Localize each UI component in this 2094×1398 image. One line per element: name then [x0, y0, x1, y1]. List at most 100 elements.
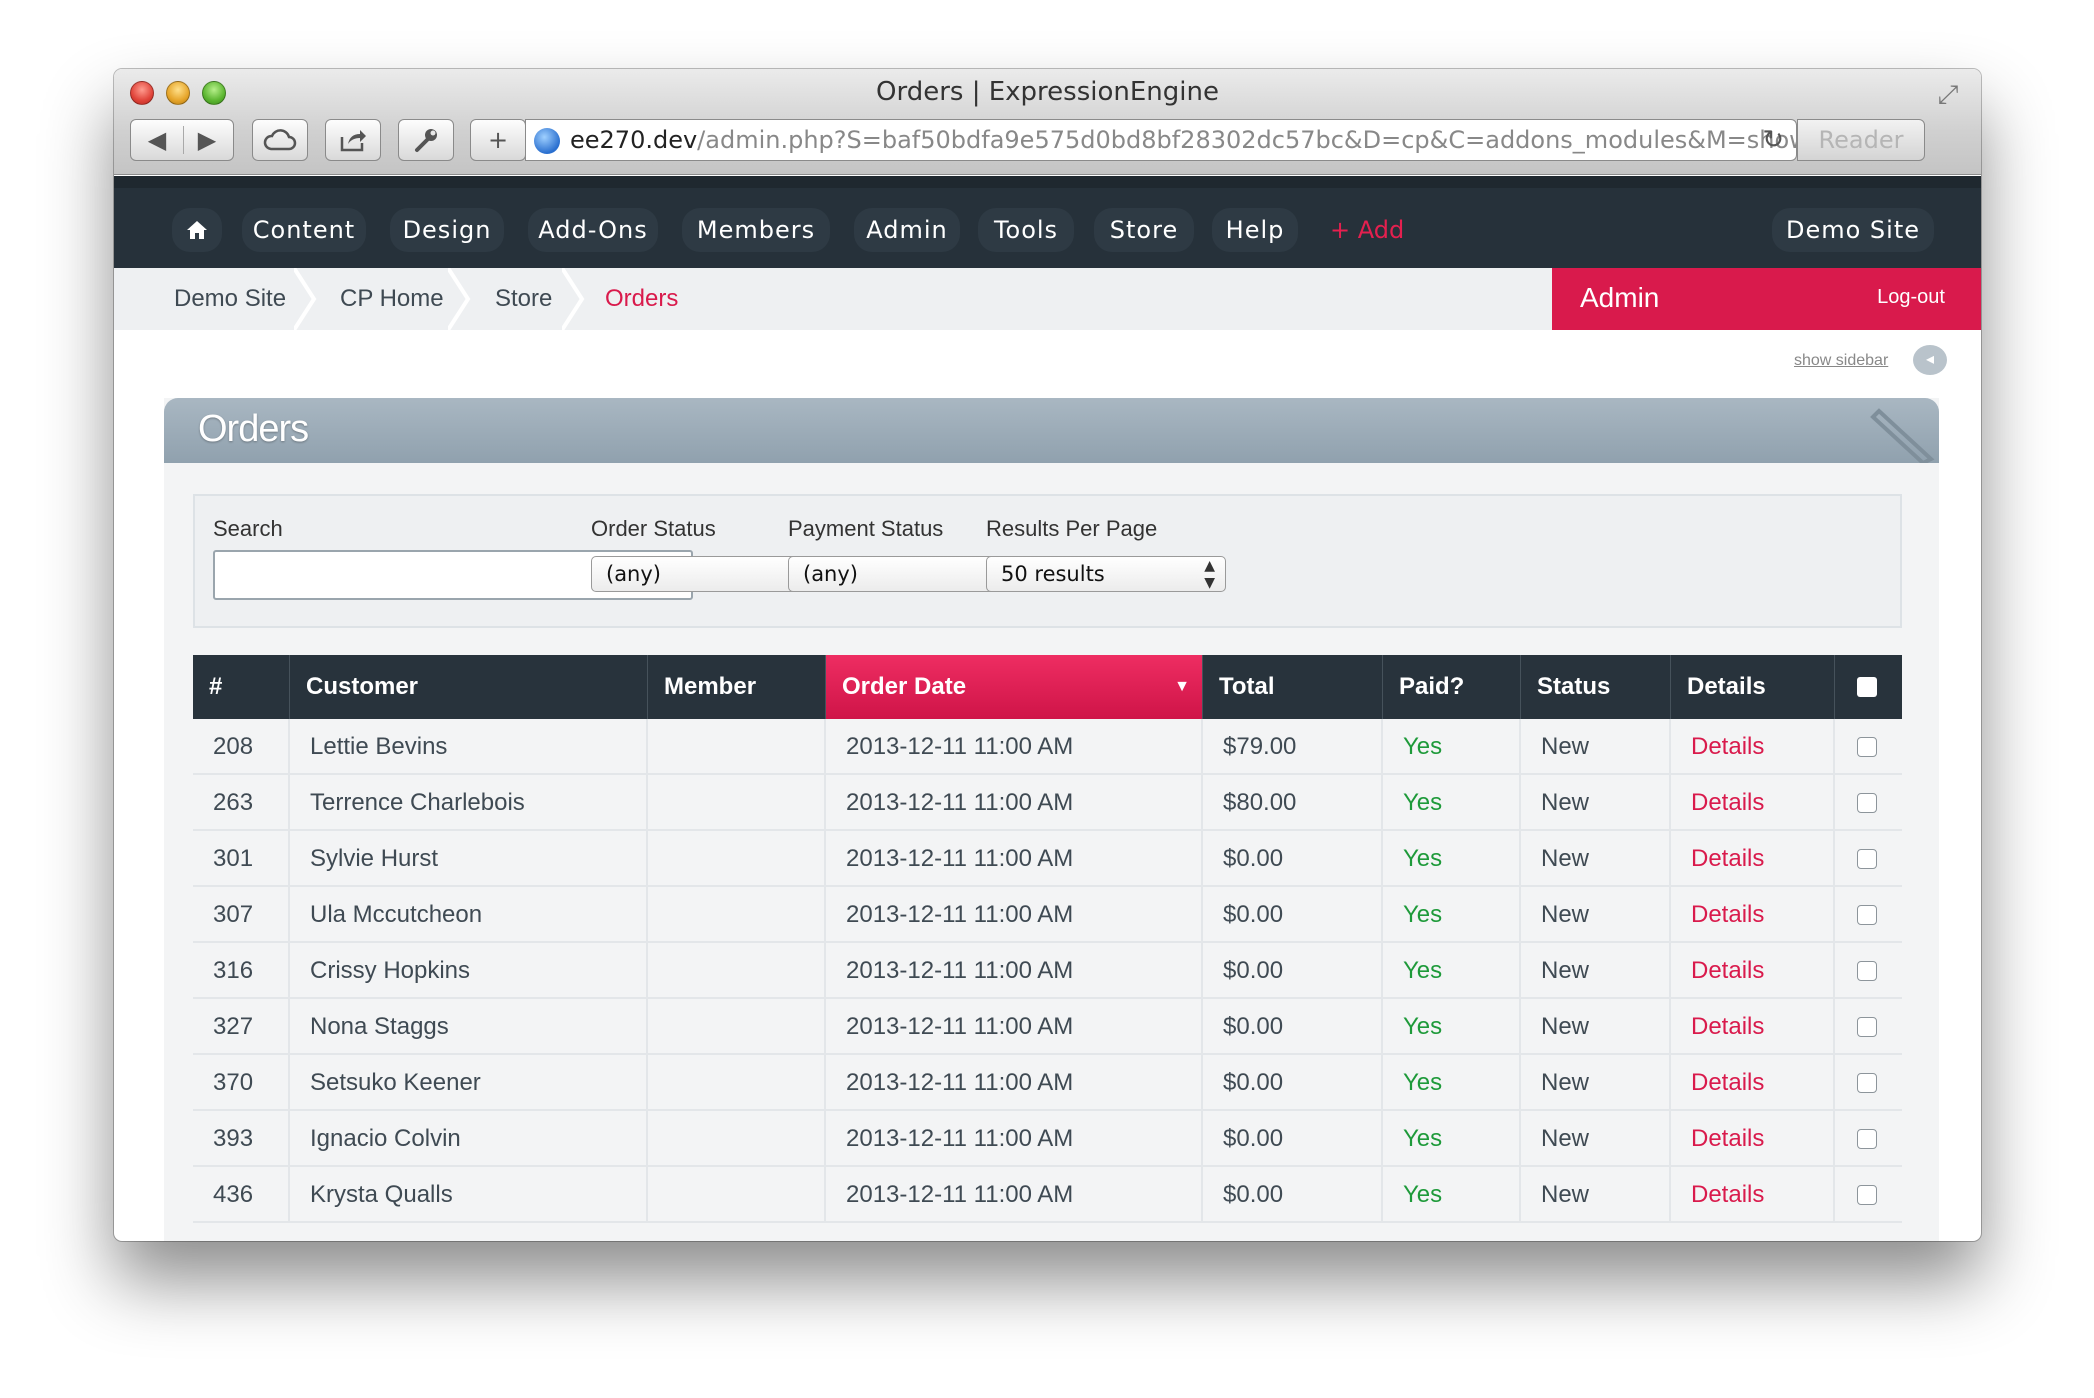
forward-icon[interactable]: ▶ — [197, 126, 217, 154]
details-link[interactable]: Details — [1671, 887, 1835, 943]
breadcrumb-demo-site[interactable]: Demo Site — [174, 285, 287, 312]
cell-member — [648, 1167, 826, 1223]
nav-content[interactable]: Content — [242, 208, 366, 252]
cell-customer: Terrence Charlebois — [290, 775, 648, 831]
row-checkbox[interactable] — [1857, 905, 1877, 925]
table-row: 307 Ula Mccutcheon 2013-12-11 11:00 AM $0.0… — [193, 887, 1902, 943]
cell-id: 393 — [193, 1111, 290, 1167]
cell-paid: Yes — [1383, 943, 1521, 999]
row-checkbox[interactable] — [1857, 1073, 1877, 1093]
details-link[interactable]: Details — [1671, 719, 1835, 775]
results-per-page-value: 50 results — [1001, 562, 1105, 586]
reload-icon[interactable]: ↻ — [1762, 125, 1784, 155]
cell-order-date: 2013-12-11 11:00 AM — [826, 1111, 1203, 1167]
nav-help[interactable]: Help — [1212, 208, 1298, 252]
table-row: 393 Ignacio Colvin 2013-12-11 11:00 AM $0.0… — [193, 1111, 1902, 1167]
details-link[interactable]: Details — [1671, 775, 1835, 831]
row-checkbox[interactable] — [1857, 1129, 1877, 1149]
details-link[interactable]: Details — [1671, 1055, 1835, 1111]
share-button[interactable] — [325, 119, 381, 161]
row-checkbox[interactable] — [1857, 1185, 1877, 1205]
details-link[interactable]: Details — [1671, 1111, 1835, 1167]
details-link[interactable]: Details — [1671, 943, 1835, 999]
breadcrumb-cp-home[interactable]: CP Home — [340, 285, 444, 312]
nav-addons[interactable]: Add-Ons — [528, 208, 658, 252]
cell-total: $0.00 — [1203, 1055, 1383, 1111]
details-link[interactable]: Details — [1671, 999, 1835, 1055]
logout-link[interactable]: Log-out — [1877, 286, 1945, 308]
cell-customer: Setsuko Keener — [290, 1055, 648, 1111]
settings-button[interactable] — [398, 119, 454, 161]
row-checkbox[interactable] — [1857, 1017, 1877, 1037]
sidebar-toggle-icon[interactable]: ◂ — [1913, 345, 1947, 375]
cell-total: $80.00 — [1203, 775, 1383, 831]
results-per-page-select[interactable]: 50 results ▲ ▼ — [986, 556, 1226, 592]
cell-customer: Lettie Bevins — [290, 719, 648, 775]
column-header-customer[interactable]: Customer — [290, 655, 648, 719]
icloud-tabs-button[interactable] — [252, 119, 308, 161]
column-header-paid[interactable]: Paid? — [1383, 655, 1521, 719]
cell-status: New — [1521, 1111, 1671, 1167]
select-arrows-icon: ▲▼ — [1204, 558, 1215, 591]
nav-home[interactable] — [172, 208, 222, 252]
minimize-window-button[interactable] — [166, 81, 190, 105]
wrench-icon — [415, 129, 437, 152]
row-checkbox[interactable] — [1857, 961, 1877, 981]
cell-id: 436 — [193, 1167, 290, 1223]
nav-site-switcher[interactable]: Demo Site — [1772, 208, 1934, 252]
cell-status: New — [1521, 831, 1671, 887]
order-status-value: (any) — [606, 562, 661, 586]
column-header-id[interactable]: # — [193, 655, 290, 719]
cell-status: New — [1521, 719, 1671, 775]
nav-store[interactable]: Store — [1094, 208, 1194, 252]
zoom-window-button[interactable] — [202, 81, 226, 105]
cell-status: New — [1521, 999, 1671, 1055]
details-link[interactable]: Details — [1671, 1167, 1835, 1223]
nav-members[interactable]: Members — [682, 208, 830, 252]
cell-id: 263 — [193, 775, 290, 831]
window-title: Orders | ExpressionEngine — [876, 77, 1219, 107]
nav-add-button[interactable]: + Add — [1330, 216, 1405, 244]
show-sidebar-link[interactable]: show sidebar — [1794, 352, 1889, 369]
nav-admin[interactable]: Admin — [854, 208, 960, 252]
reader-button[interactable]: Reader — [1797, 119, 1925, 161]
cell-id: 316 — [193, 943, 290, 999]
cloud-icon — [263, 129, 297, 151]
cell-status: New — [1521, 1167, 1671, 1223]
nav-tools[interactable]: Tools — [978, 208, 1074, 252]
close-window-button[interactable] — [130, 81, 154, 105]
user-name[interactable]: Admin — [1580, 282, 1660, 313]
row-checkbox[interactable] — [1857, 793, 1877, 813]
orders-panel: Orders Search Order Status (any) ▲▼ Paym… — [164, 398, 1939, 1241]
select-all-checkbox[interactable] — [1857, 677, 1877, 697]
row-checkbox[interactable] — [1857, 737, 1877, 757]
fullscreen-icon[interactable]: ⤢ — [1937, 79, 1959, 109]
column-header-status[interactable]: Status — [1521, 655, 1671, 719]
cell-paid: Yes — [1383, 719, 1521, 775]
cell-id: 208 — [193, 719, 290, 775]
share-icon — [340, 130, 366, 152]
table-row: 436 Krysta Qualls 2013-12-11 11:00 AM $0.00… — [193, 1167, 1902, 1223]
globe-icon — [534, 128, 560, 154]
cell-order-date: 2013-12-11 11:00 AM — [826, 1055, 1203, 1111]
details-link[interactable]: Details — [1671, 831, 1835, 887]
panel-header: Orders — [164, 398, 1939, 463]
address-bar[interactable]: ee270.dev/admin.php?S=baf50bdfa9e575d0bd… — [525, 119, 1797, 161]
column-header-member[interactable]: Member — [648, 655, 826, 719]
nav-design[interactable]: Design — [390, 208, 504, 252]
table-row: 301 Sylvie Hurst 2013-12-11 11:00 AM $0.00 Y… — [193, 831, 1902, 887]
cell-order-date: 2013-12-11 11:00 AM — [826, 1167, 1203, 1223]
new-tab-button[interactable]: + — [470, 119, 526, 161]
column-header-total[interactable]: Total — [1203, 655, 1383, 719]
cell-total: $79.00 — [1203, 719, 1383, 775]
cell-paid: Yes — [1383, 1167, 1521, 1223]
row-checkbox[interactable] — [1857, 849, 1877, 869]
back-icon[interactable]: ◀ — [147, 126, 167, 154]
back-forward-buttons: ◀ ▶ — [130, 119, 234, 161]
cell-total: $0.00 — [1203, 999, 1383, 1055]
cell-member — [648, 1055, 826, 1111]
breadcrumb-store[interactable]: Store — [495, 285, 553, 312]
home-icon — [187, 221, 207, 239]
column-header-order-date[interactable]: Order Date ▼ — [826, 655, 1203, 719]
cell-order-date: 2013-12-11 11:00 AM — [826, 943, 1203, 999]
